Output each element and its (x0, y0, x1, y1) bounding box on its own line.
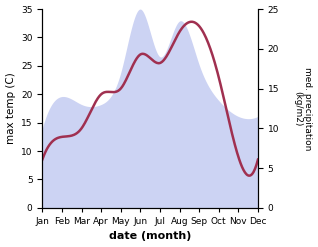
Y-axis label: med. precipitation
(kg/m2): med. precipitation (kg/m2) (293, 67, 313, 150)
Y-axis label: max temp (C): max temp (C) (5, 73, 16, 144)
X-axis label: date (month): date (month) (109, 231, 191, 242)
